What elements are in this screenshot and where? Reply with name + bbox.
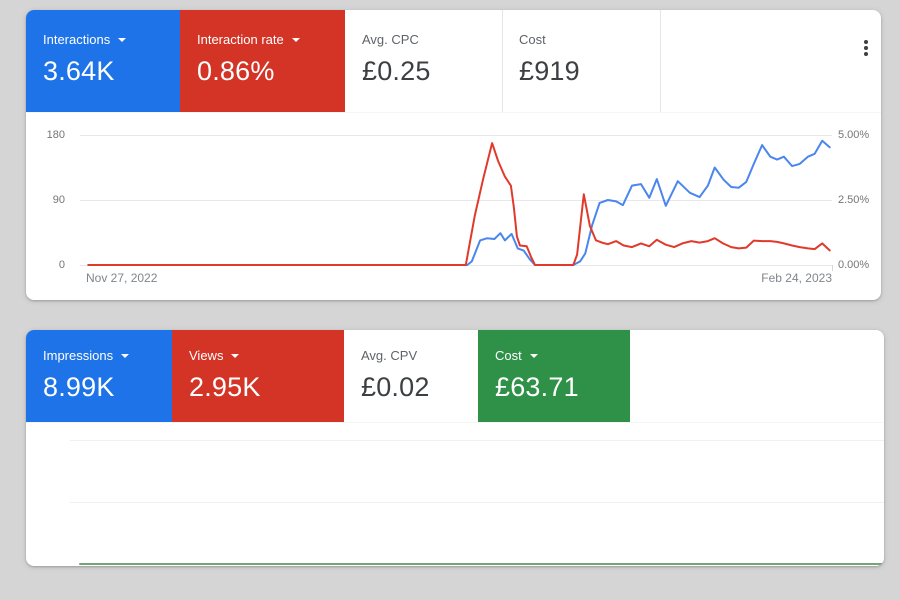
gridline	[70, 502, 884, 503]
metric-label: Avg. CPC	[362, 32, 486, 47]
x-axis-start-label: Nov 27, 2022	[86, 271, 158, 285]
impressions-chart-card: Impressions 8.99K Views 2.95K Avg. CPV £…	[26, 330, 884, 566]
metric-value: £0.02	[361, 372, 430, 402]
metric-label: Impressions	[43, 348, 156, 363]
metric-value: £919	[519, 56, 580, 86]
x-axis-end-label: Feb 24, 2023	[761, 271, 832, 285]
right-axis-tick-label: 0.00%	[838, 259, 870, 271]
metric-label: Interactions	[43, 32, 164, 47]
left-axis-tick-label: 180	[46, 129, 65, 141]
time-series-plot	[79, 563, 884, 565]
interactions-chart-card: Interactions 3.64K Interaction rate 0.86…	[26, 10, 881, 300]
metric-label: Avg. CPV	[361, 348, 462, 363]
metric-tile-impressions[interactable]: Impressions 8.99K	[26, 330, 172, 422]
metric-value: 8.99K	[43, 372, 115, 402]
kebab-menu-icon[interactable]	[856, 40, 876, 64]
metric-label: Cost	[519, 32, 644, 47]
metric-value: 3.64K	[43, 56, 115, 86]
left-axis-tick-label: 90	[52, 194, 65, 206]
time-series-plot	[87, 139, 831, 266]
gridline	[70, 440, 884, 441]
metric-tile-avg-cpv[interactable]: Avg. CPV £0.02	[344, 330, 478, 422]
tile-divider	[502, 10, 503, 112]
metric-label-text: Cost	[495, 348, 522, 363]
metric-label: Cost	[495, 348, 614, 363]
right-axis-tick-label: 5.00%	[838, 129, 870, 141]
metric-value: £63.71	[495, 372, 579, 402]
dropdown-arrow-icon[interactable]	[291, 37, 300, 42]
axis-tick	[832, 265, 833, 271]
metric-value: 0.86%	[197, 56, 275, 86]
dropdown-arrow-icon[interactable]	[118, 37, 127, 42]
metric-tile-row: Impressions 8.99K Views 2.95K Avg. CPV £…	[26, 330, 884, 423]
metric-label-text: Interactions	[43, 32, 111, 47]
metric-label-text: Views	[189, 348, 224, 363]
metric-label: Views	[189, 348, 328, 363]
metric-tile-cost[interactable]: Cost £63.71	[478, 330, 630, 422]
metric-tile-row: Interactions 3.64K Interaction rate 0.86…	[26, 10, 881, 113]
metric-label: Interaction rate	[197, 32, 329, 47]
dropdown-arrow-icon[interactable]	[121, 353, 130, 358]
dropdown-arrow-icon[interactable]	[231, 353, 240, 358]
gridline	[80, 135, 832, 136]
metric-label-text: Avg. CPC	[362, 32, 419, 47]
metric-value: £0.25	[362, 56, 431, 86]
metric-tile-cost[interactable]: Cost £919	[502, 10, 660, 112]
metric-label-text: Cost	[519, 32, 546, 47]
gridline	[80, 200, 832, 201]
metric-label-text: Impressions	[43, 348, 114, 363]
metric-label-text: Avg. CPV	[361, 348, 418, 363]
tile-divider	[660, 10, 661, 112]
metric-tile-views[interactable]: Views 2.95K	[172, 330, 344, 422]
series-line-interaction-rate	[87, 142, 831, 266]
series-line-interactions	[87, 139, 831, 266]
metric-tile-avg-cpc[interactable]: Avg. CPC £0.25	[345, 10, 502, 112]
metric-value: 2.95K	[189, 372, 261, 402]
right-axis-tick-label: 2.50%	[838, 194, 870, 206]
metric-tile-interaction-rate[interactable]: Interaction rate 0.86%	[180, 10, 345, 112]
metric-label-text: Interaction rate	[197, 32, 284, 47]
left-axis-tick-label: 0	[58, 259, 65, 271]
dropdown-arrow-icon[interactable]	[529, 353, 538, 358]
metric-tile-interactions[interactable]: Interactions 3.64K	[26, 10, 180, 112]
